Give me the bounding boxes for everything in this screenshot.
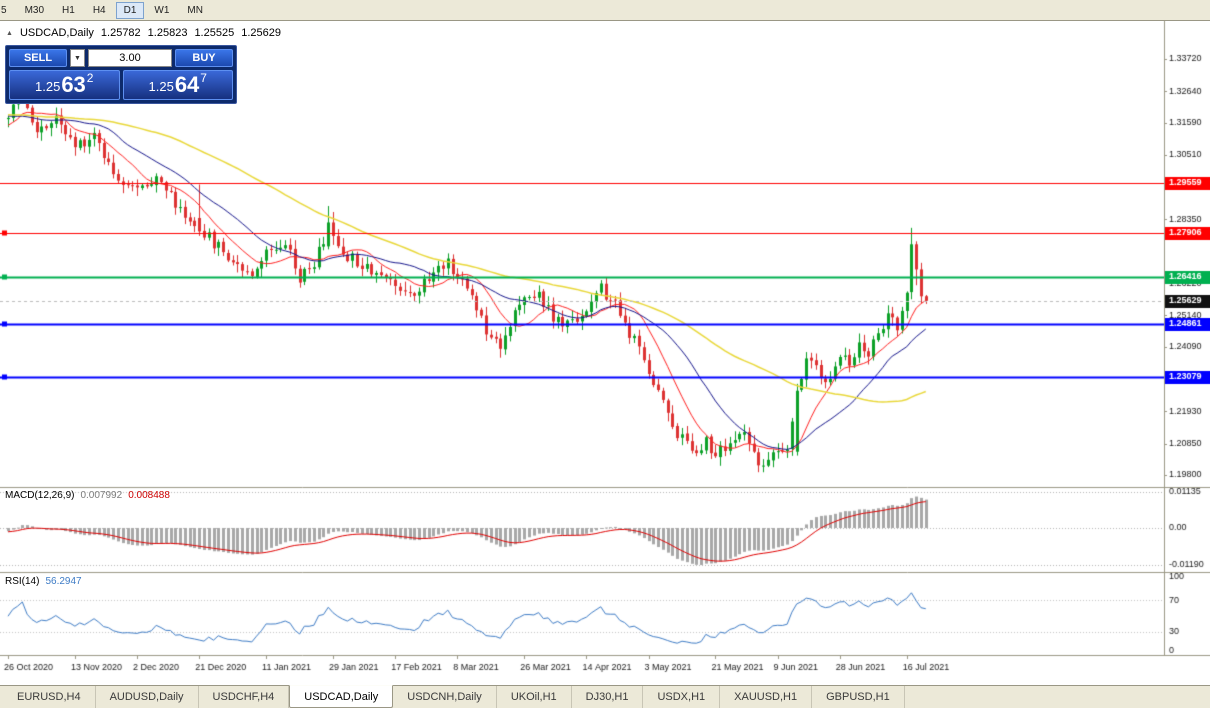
bid-price-base: 1.25 xyxy=(35,79,61,94)
chart-tab-bar: EURUSD,H4 AUDUSD,Daily USDCHF,H4 USDCAD,… xyxy=(0,685,1210,708)
ohlc-open: 1.25782 xyxy=(100,27,141,39)
lot-spinner-icon[interactable]: ▼ xyxy=(70,49,85,67)
rsi-indicator-label: RSI(14) 56.2947 xyxy=(5,576,82,587)
tab-dj30-h1[interactable]: DJ30,H1 xyxy=(572,686,644,708)
tab-gbpusd-h1[interactable]: GBPUSD,H1 xyxy=(812,686,905,708)
ohlc-low: 1.25525 xyxy=(194,27,235,39)
bid-price-pips: 63 xyxy=(61,72,86,97)
macd-main-value: 0.007992 xyxy=(80,490,123,501)
timeframe-d1-button[interactable]: D1 xyxy=(115,1,145,19)
ask-price-display[interactable]: 1.25 64 7 xyxy=(122,70,233,100)
macd-indicator-label: MACD(12,26,9) 0.007992 0.008488 xyxy=(5,490,170,501)
lot-size-input[interactable] xyxy=(88,49,172,67)
tab-eurusd-h4[interactable]: EURUSD,H4 xyxy=(3,686,96,708)
macd-name: MACD(12,26,9) xyxy=(5,490,75,501)
rsi-name: RSI(14) xyxy=(5,576,40,587)
ohlc-header: ▲ USDCAD,Daily 1.25782 1.25823 1.25525 1… xyxy=(6,27,281,39)
ask-price-pips: 64 xyxy=(174,72,200,97)
chart-area: ▲ USDCAD,Daily 1.25782 1.25823 1.25525 1… xyxy=(0,21,1210,685)
timeframe-h4-button[interactable]: H4 xyxy=(85,2,114,19)
timeframe-m5-button[interactable]: 5 xyxy=(0,2,15,19)
bid-price-display[interactable]: 1.25 63 2 xyxy=(9,70,120,100)
tab-audusd-daily[interactable]: AUDUSD,Daily xyxy=(96,686,199,708)
tab-usdcad-daily[interactable]: USDCAD,Daily xyxy=(289,685,394,708)
timeframe-toolbar: 5 M30 H1 H4 D1 W1 MN xyxy=(0,0,1210,21)
collapse-panel-icon[interactable]: ▲ xyxy=(6,29,13,37)
bid-price-point: 2 xyxy=(86,71,94,85)
timeframe-w1-button[interactable]: W1 xyxy=(146,2,177,19)
ask-price-point: 7 xyxy=(200,71,207,85)
chart-symbol-label: USDCAD,Daily xyxy=(19,27,94,39)
timeframe-h1-button[interactable]: H1 xyxy=(54,2,83,19)
chart-canvas[interactable] xyxy=(0,21,1210,685)
tab-usdchf-h4[interactable]: USDCHF,H4 xyxy=(199,686,290,708)
macd-signal-value: 0.008488 xyxy=(128,490,170,501)
timeframe-m30-button[interactable]: M30 xyxy=(17,2,52,19)
ohlc-close: 1.25629 xyxy=(241,27,281,39)
timeframe-mn-button[interactable]: MN xyxy=(179,2,211,19)
buy-button[interactable]: BUY xyxy=(175,49,233,67)
tab-ukoil-h1[interactable]: UKOil,H1 xyxy=(497,686,572,708)
tab-usdcnh-daily[interactable]: USDCNH,Daily xyxy=(393,686,497,708)
ask-price-base: 1.25 xyxy=(148,79,174,94)
sell-button[interactable]: SELL xyxy=(9,49,67,67)
rsi-value: 56.2947 xyxy=(45,576,82,587)
tab-xauusd-h1[interactable]: XAUUSD,H1 xyxy=(720,686,813,708)
tab-usdx-h1[interactable]: USDX,H1 xyxy=(643,686,721,708)
ohlc-high: 1.25823 xyxy=(147,27,188,39)
